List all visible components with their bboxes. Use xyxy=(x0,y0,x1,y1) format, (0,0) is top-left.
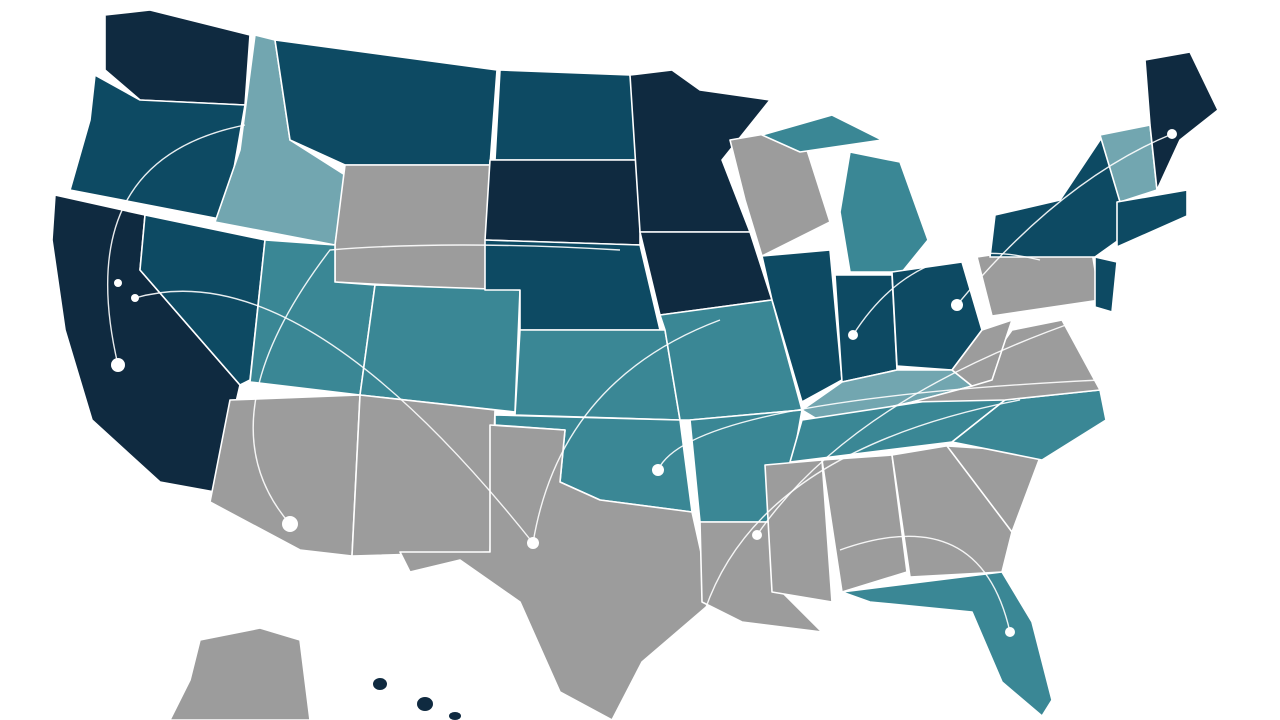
marker xyxy=(652,464,664,476)
state xyxy=(834,274,898,383)
state xyxy=(1116,189,1188,248)
state xyxy=(484,159,641,246)
state xyxy=(274,39,498,166)
state xyxy=(104,9,251,106)
state xyxy=(209,394,361,557)
state xyxy=(139,214,266,386)
state xyxy=(839,151,929,273)
marker xyxy=(1005,627,1015,637)
route xyxy=(657,379,1101,471)
route xyxy=(956,133,1173,306)
marker xyxy=(1167,129,1177,139)
state xyxy=(399,424,713,720)
state xyxy=(761,249,843,403)
route xyxy=(134,290,534,544)
route xyxy=(852,252,1041,336)
state xyxy=(1094,256,1118,313)
route xyxy=(839,535,1011,633)
states xyxy=(51,9,1219,720)
island xyxy=(449,712,461,720)
route xyxy=(106,124,246,366)
state xyxy=(841,571,1053,717)
state xyxy=(821,454,908,593)
state xyxy=(359,284,521,413)
marker xyxy=(527,537,539,549)
marker xyxy=(282,516,298,532)
routes xyxy=(106,124,1173,633)
route xyxy=(756,319,1081,536)
route xyxy=(532,319,721,544)
state xyxy=(514,329,681,421)
state xyxy=(334,164,491,291)
marker xyxy=(111,358,125,372)
marker xyxy=(951,299,963,311)
alaska xyxy=(169,627,311,720)
island xyxy=(417,697,433,711)
marker xyxy=(114,279,122,287)
markers xyxy=(111,129,1177,637)
route xyxy=(252,244,621,525)
marker xyxy=(848,330,858,340)
state xyxy=(1144,51,1219,191)
state xyxy=(494,69,641,161)
route xyxy=(704,399,1021,611)
state xyxy=(891,444,1013,578)
island xyxy=(373,678,387,690)
state xyxy=(761,114,883,153)
marker xyxy=(752,530,762,540)
marker xyxy=(131,294,139,302)
state xyxy=(351,394,496,557)
state xyxy=(764,459,833,603)
state xyxy=(951,389,1107,461)
